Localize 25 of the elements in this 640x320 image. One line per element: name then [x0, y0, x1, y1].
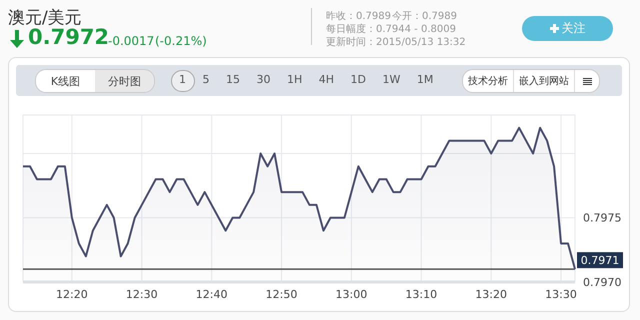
y-tick-label: 0.7970: [583, 276, 622, 289]
x-tick-label: 12:30: [126, 288, 158, 301]
text: 关注: [562, 20, 586, 37]
text: 分时图: [95, 70, 154, 92]
text: 今开：0.7989: [392, 10, 457, 23]
text: K线图: [36, 70, 95, 92]
text: 更新时间：2015/05/13 13:32: [326, 36, 466, 49]
x-tick-label: 12:40: [196, 288, 228, 301]
text: 嵌入到网站: [514, 70, 575, 92]
ref-line-label: 0.7971: [580, 254, 620, 268]
text: (-0.21%): [155, 34, 207, 48]
y-tick-label: 0.7975: [583, 212, 622, 225]
text: 0.7972: [28, 25, 110, 49]
text: -0.0017: [108, 34, 154, 48]
text: 昨收：0.7989: [326, 10, 391, 23]
x-tick-label: 13:00: [336, 288, 368, 301]
x-tick-label: 12:20: [56, 288, 88, 301]
text: 技术分析: [463, 70, 514, 92]
x-tick-label: 13:20: [475, 288, 508, 301]
text: 每日幅度：0.7944 - 0.8009: [326, 22, 456, 36]
x-tick-label: 12:50: [266, 288, 298, 301]
x-tick-label: 13:10: [405, 288, 438, 301]
chart-title: 澳元/美元: [8, 7, 82, 28]
x-tick-label: 13:30: [545, 288, 577, 301]
text: 1 5 15 30 1H 4H 1D 1W 1M: [179, 73, 434, 87]
